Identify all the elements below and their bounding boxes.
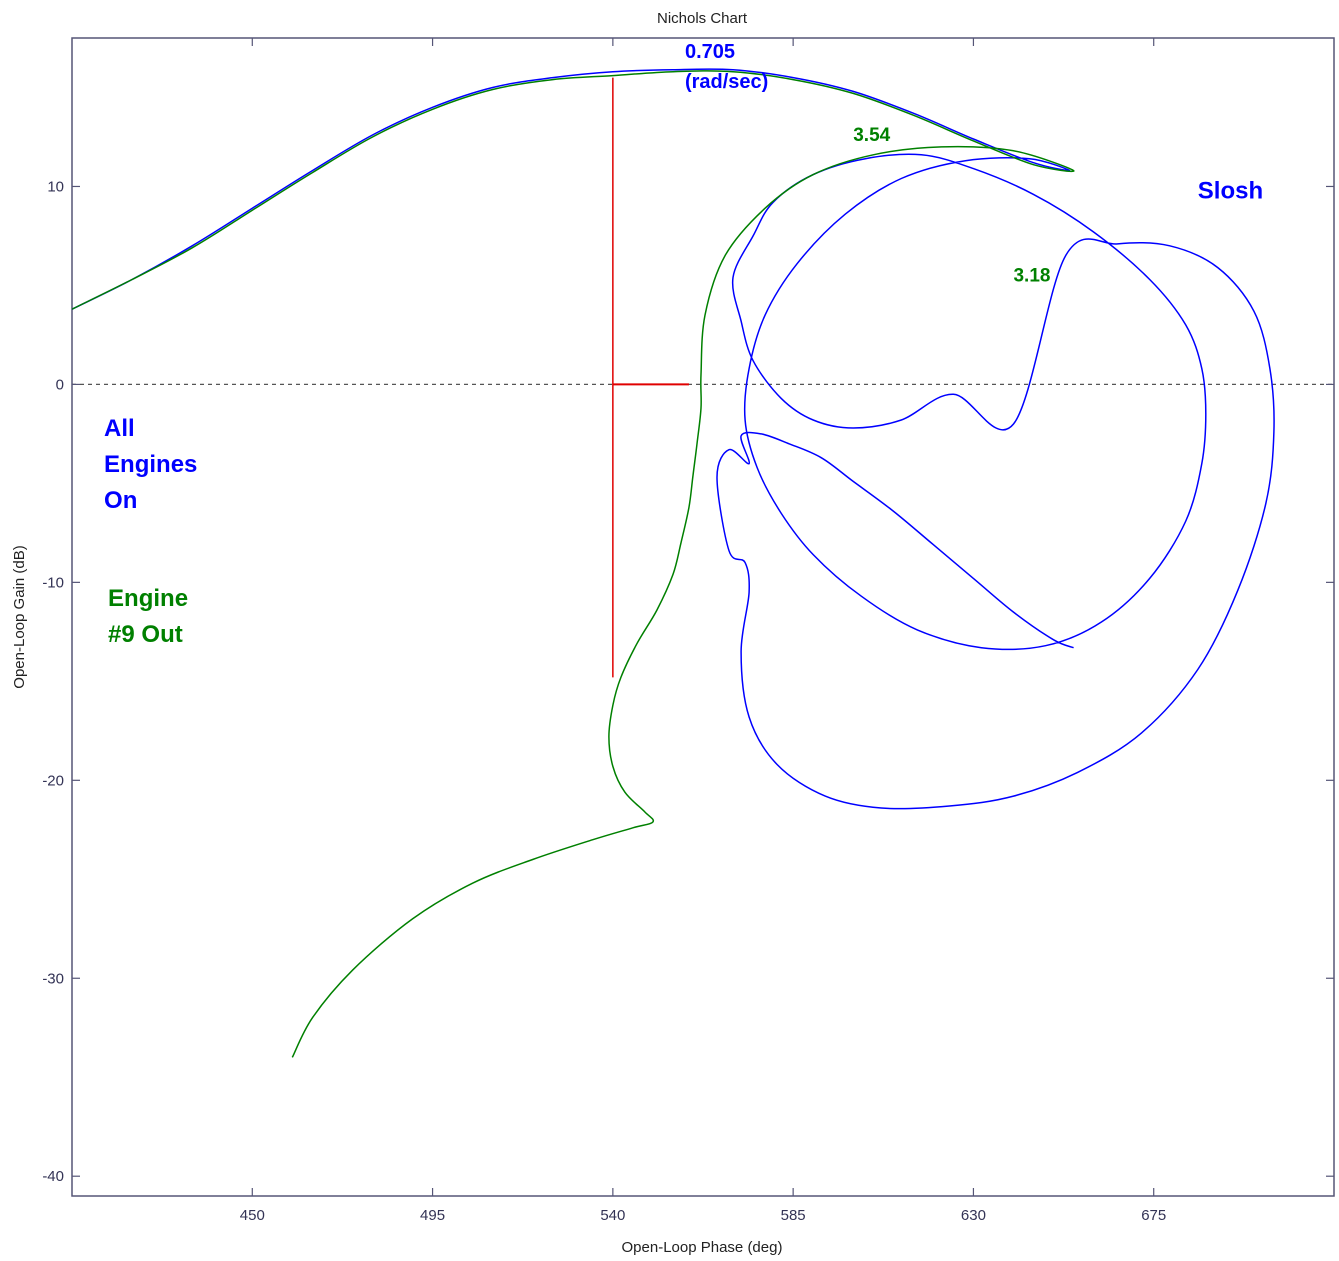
x-tick-label: 585 [781, 1207, 806, 1224]
annotation-3: Slosh [1198, 177, 1263, 204]
x-tick-label: 630 [961, 1207, 986, 1224]
annotation-line: On [104, 487, 137, 514]
y-tick-label: 0 [56, 376, 64, 393]
axis-ticks: 450 495 540 585 630 675 -40 -30 -20 -10 0 10 [42, 38, 1334, 1224]
x-tick-label: 675 [1141, 1207, 1166, 1224]
y-tick-label: -20 [42, 772, 64, 789]
plot-area [71, 37, 1335, 1197]
y-tick-label: 10 [47, 178, 64, 195]
annotation-line: 3.18 [1013, 265, 1050, 286]
x-tick-label: 495 [420, 1207, 445, 1224]
annotation-5: Engine #9 Out [108, 585, 188, 648]
annotation-1: 3.54 [853, 125, 890, 146]
plot-content [72, 68, 1334, 1058]
x-tick-label: 450 [240, 1207, 265, 1224]
series-line-1 [72, 70, 1075, 1058]
chart-title: Nichols Chart [657, 10, 748, 27]
annotation-line: 0.705 [685, 41, 735, 63]
annotation-line: (rad/sec) [685, 71, 768, 93]
y-axis-label: Open-Loop Gain (dB) [11, 545, 28, 688]
annotation-line: #9 Out [108, 621, 183, 648]
annotation-0: 0.705 (rad/sec) [685, 41, 768, 93]
annotation-line: Engine [108, 585, 188, 612]
annotation-line: 3.54 [853, 125, 890, 146]
x-tick-label: 540 [600, 1207, 625, 1224]
annotation-line: Slosh [1198, 177, 1263, 204]
annotation-line: All [104, 415, 135, 442]
x-axis-label: Open-Loop Phase (deg) [622, 1239, 783, 1256]
y-tick-label: -30 [42, 970, 64, 987]
annotation-4: All Engines On [104, 415, 197, 514]
annotation-line: Engines [104, 451, 197, 478]
annotations: 0.705 (rad/sec) 3.54 3.18 Slosh All Engines On E… [104, 41, 1263, 648]
annotation-2: 3.18 [1013, 265, 1050, 286]
y-tick-label: -40 [42, 1168, 64, 1185]
y-tick-label: -10 [42, 574, 64, 591]
